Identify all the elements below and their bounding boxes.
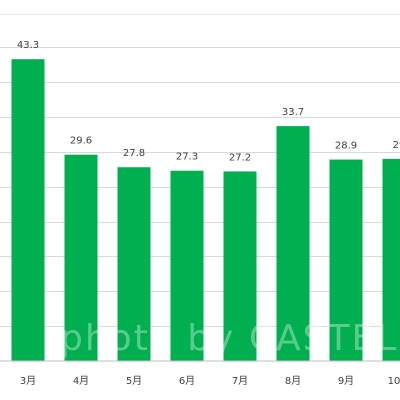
data-label-8: 29	[393, 140, 400, 151]
x-tick-labels: 3月 4月 5月 6月 7月 8月 9月 10月	[20, 375, 400, 387]
bar-6	[276, 126, 310, 362]
x-tick-label-5: 7月	[232, 375, 248, 387]
bar-1	[11, 59, 45, 361]
x-tick-label-7: 9月	[338, 375, 354, 387]
data-label-2: 29.6	[70, 136, 92, 147]
x-tick-label-1: 3月	[20, 375, 36, 387]
bar-8	[382, 158, 400, 361]
bar-2	[64, 154, 98, 361]
bar-7	[329, 159, 363, 361]
bar-3	[117, 167, 151, 361]
data-label-3: 27.8	[123, 148, 145, 159]
data-label-6: 33.7	[282, 107, 304, 118]
top-border-area	[0, 0, 400, 14]
bars	[11, 59, 400, 362]
x-tick-label-2: 4月	[73, 375, 89, 387]
x-tick-label-8: 10月	[388, 375, 400, 387]
x-tick-label-6: 8月	[285, 375, 301, 387]
data-label-5: 27.2	[229, 152, 251, 163]
x-tick-label-3: 5月	[126, 375, 142, 387]
bar-4	[170, 170, 204, 361]
data-labels: 43.3 29.6 27.8 27.3 27.2 33.7 28.9 29	[17, 40, 400, 163]
data-label-1: 43.3	[17, 40, 39, 51]
data-label-7: 28.9	[335, 141, 357, 152]
data-label-4: 27.3	[176, 152, 198, 163]
bar-5	[223, 171, 257, 361]
x-tick-label-4: 6月	[179, 375, 195, 387]
